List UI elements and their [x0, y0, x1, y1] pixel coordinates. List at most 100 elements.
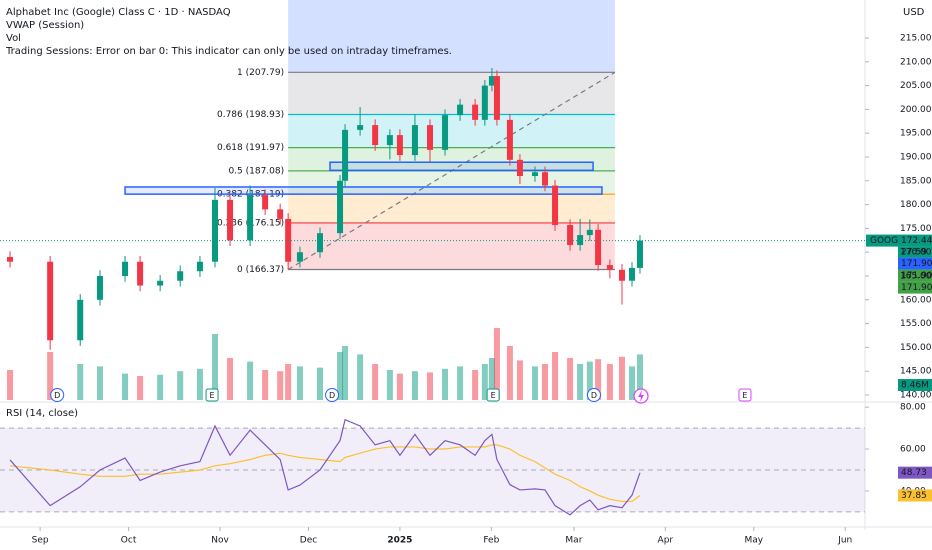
candle-body: [636, 240, 643, 268]
volume-bar: [595, 359, 602, 400]
candle-body: [595, 229, 602, 266]
volume-bar: [247, 361, 254, 400]
event-marker: [586, 388, 601, 402]
fib-top-region: [288, 0, 615, 73]
x-tick-label: Dec: [300, 536, 317, 546]
x-tick-label: Mar: [565, 536, 582, 546]
indicator-label: Trading Sessions: Error on bar 0: This i…: [5, 46, 452, 57]
symbol-tag-text: GOOG: [870, 236, 898, 246]
candle-body: [493, 76, 500, 120]
volume-bar: [636, 354, 643, 400]
volume-bar: [277, 371, 284, 400]
y-tick-label: 160.00: [900, 295, 932, 305]
volume-bar: [372, 364, 379, 400]
rsi-y-tick-label: 60.00: [900, 445, 926, 455]
volume-bar: [386, 370, 393, 400]
fib-band: [288, 72, 615, 115]
candle-body: [411, 125, 418, 156]
candle-body: [577, 235, 584, 246]
symbol-tag: [866, 234, 898, 247]
event-label: D: [591, 391, 597, 400]
volume-bar: [542, 364, 549, 400]
volume-bar: [137, 376, 144, 400]
volume-bar: [211, 334, 218, 400]
currency: USD: [903, 7, 925, 18]
price-tag-text: 171.90: [901, 271, 932, 281]
price-tag-text: 171.90: [901, 259, 932, 269]
rsi-line: [9, 418, 641, 516]
fib-label: 0.5 (187.08): [228, 166, 284, 176]
volume-bar: [442, 368, 449, 400]
zone-box: [124, 186, 603, 195]
rsi-value-text: 37.85: [901, 491, 927, 501]
price-tag-text: 171.90: [901, 283, 932, 293]
candle-body: [531, 172, 538, 177]
y-tick-label: 170.00: [900, 248, 932, 258]
last-price-tag: [898, 234, 932, 247]
price-tag: [898, 281, 932, 294]
volume-tag: [898, 379, 932, 391]
volume-bar: [177, 371, 184, 400]
y-tick-label: 195.00: [900, 129, 932, 139]
fib-band: [288, 114, 615, 148]
x-tick-label: Sep: [32, 536, 49, 546]
candle-body: [7, 256, 14, 262]
price-tag: [898, 257, 932, 270]
volume-bar: [337, 352, 344, 400]
candle-body: [552, 185, 559, 226]
indicator-label: Vol: [6, 33, 21, 44]
volume-bar: [296, 366, 303, 400]
candle-body: [516, 159, 523, 177]
indicator-label: VWAP (Session): [6, 20, 84, 31]
x-tick-label: Jun: [837, 536, 852, 546]
event-label: D: [329, 391, 335, 400]
candle-body: [196, 261, 203, 272]
volume-bar: [488, 358, 495, 400]
candle-body: [296, 252, 303, 262]
chart-title: Alphabet Inc (Google) Class C · 1D · NAS…: [6, 7, 231, 18]
volume-bar: [577, 364, 584, 400]
rsi-value-text: 48.73: [901, 468, 927, 478]
flash-icon-bolt: [638, 390, 644, 402]
y-tick-label: 215.00: [900, 34, 932, 44]
volume-bar: [157, 374, 164, 400]
candle-body: [586, 229, 593, 236]
volume-bar: [457, 366, 464, 400]
candle-body: [457, 104, 464, 116]
candle-body: [247, 195, 254, 241]
y-tick-label: 185.00: [900, 176, 932, 186]
candle-body: [488, 76, 495, 86]
volume-bar: [227, 358, 234, 400]
volume-bar: [506, 346, 513, 400]
flash-icon[interactable]: [633, 388, 649, 404]
x-tick-label: 2025: [387, 536, 412, 546]
volume-bar: [96, 366, 103, 400]
countdown-tag: [898, 246, 932, 258]
event-marker: [738, 388, 752, 402]
candle-body: [472, 104, 479, 120]
x-tick-label: May: [745, 536, 764, 546]
volume-bar: [629, 366, 636, 400]
fib-band: [288, 170, 615, 195]
candle-body: [606, 265, 613, 270]
candle-body: [372, 125, 379, 146]
volume-bar: [618, 356, 625, 400]
volume-bar: [481, 364, 488, 400]
volume-tag-text: 8.46M: [901, 381, 929, 391]
candle-body: [542, 172, 549, 186]
volume-bar: [196, 368, 203, 400]
volume-bar: [516, 360, 523, 400]
volume-bar: [531, 366, 538, 400]
candle-body: [396, 135, 403, 156]
candle-body: [77, 299, 84, 341]
candle-body: [567, 225, 574, 246]
volume-bar: [552, 352, 559, 400]
y-tick-label: 150.00: [900, 343, 932, 353]
candle-body: [618, 269, 625, 281]
price-tag: [898, 269, 932, 282]
candle-body: [386, 135, 393, 146]
volume-bar: [586, 361, 593, 400]
volume-bar: [567, 358, 574, 400]
candle-body: [177, 271, 184, 281]
